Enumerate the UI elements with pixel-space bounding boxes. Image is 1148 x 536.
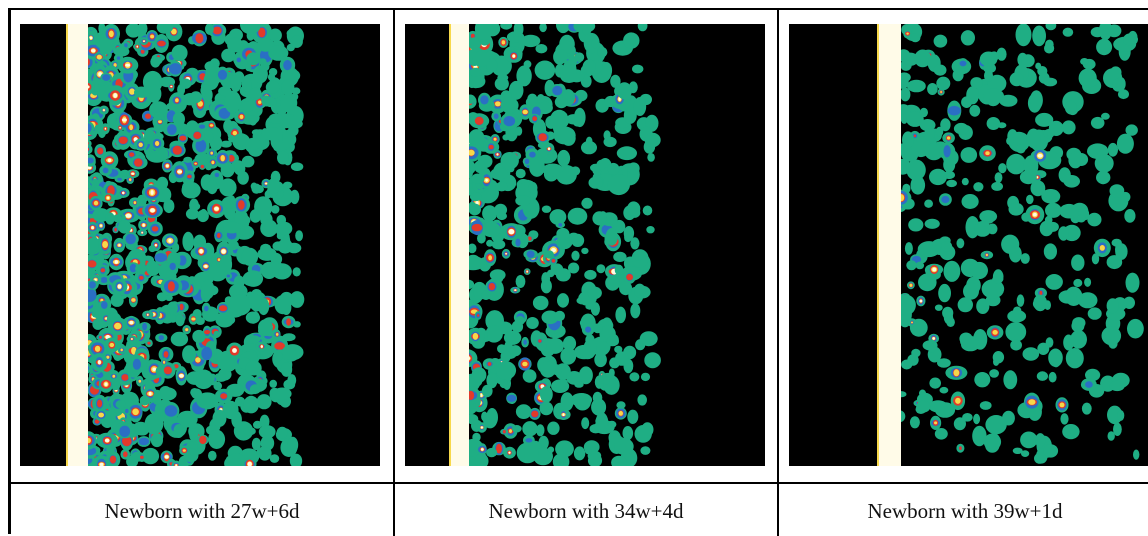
figure-table: Newborn with 27w+6d Newborn with 34w+4d … <box>8 8 1148 536</box>
row-divider <box>11 482 1148 484</box>
heatmap-speckle-graphic <box>405 24 765 466</box>
heatmap-speckle-graphic <box>789 24 1148 466</box>
ultrasound-image-34w4d <box>405 24 765 466</box>
column-divider-2 <box>777 10 779 536</box>
ultrasound-image-39w1d <box>789 24 1148 466</box>
column-divider-1 <box>393 10 395 536</box>
caption-39w1d: Newborn with 39w+1d <box>867 499 1063 523</box>
caption-34w4d: Newborn with 34w+4d <box>488 499 684 523</box>
heatmap-speckle-graphic <box>20 24 380 466</box>
ultrasound-image-27w6d <box>20 24 380 466</box>
caption-27w6d: Newborn with 27w+6d <box>104 499 300 523</box>
